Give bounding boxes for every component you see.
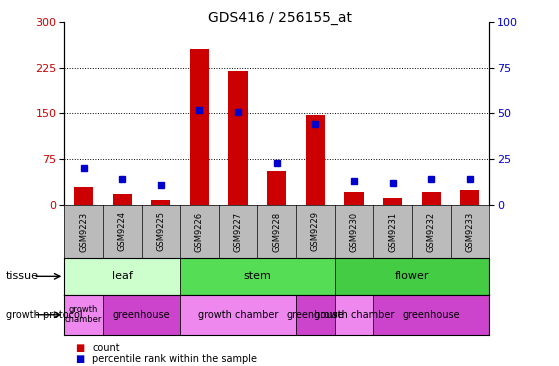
Text: GSM9224: GSM9224: [118, 212, 127, 251]
Bar: [180, 258, 335, 295]
Text: ■: ■: [75, 343, 85, 354]
Text: GSM9231: GSM9231: [388, 212, 397, 251]
Text: flower: flower: [395, 271, 429, 281]
Bar: [74, 187, 93, 205]
Text: growth
chamber: growth chamber: [65, 305, 102, 325]
Bar: [335, 295, 373, 335]
Text: tissue: tissue: [6, 271, 39, 281]
Text: count: count: [92, 343, 120, 354]
Text: greenhouse: greenhouse: [287, 310, 344, 320]
Text: stem: stem: [244, 271, 271, 281]
Text: GSM9227: GSM9227: [234, 212, 243, 251]
Text: percentile rank within the sample: percentile rank within the sample: [92, 354, 257, 364]
Text: ■: ■: [75, 354, 85, 364]
Text: GSM9230: GSM9230: [349, 212, 358, 251]
Text: GDS416 / 256155_at: GDS416 / 256155_at: [207, 11, 352, 25]
Text: leaf: leaf: [112, 271, 132, 281]
Text: growth chamber: growth chamber: [314, 310, 394, 320]
Bar: [460, 190, 480, 205]
Bar: [335, 258, 489, 295]
Text: GSM9228: GSM9228: [272, 212, 281, 251]
Text: greenhouse: greenhouse: [402, 310, 460, 320]
Text: growth chamber: growth chamber: [198, 310, 278, 320]
Bar: [344, 191, 363, 205]
Bar: [421, 191, 441, 205]
Bar: [267, 171, 286, 205]
Bar: [190, 49, 209, 205]
Bar: [296, 295, 335, 335]
Bar: [306, 115, 325, 205]
Text: GSM9226: GSM9226: [195, 212, 204, 251]
Bar: [103, 295, 180, 335]
Bar: [112, 194, 132, 205]
Text: GSM9229: GSM9229: [311, 212, 320, 251]
Bar: [180, 295, 296, 335]
Bar: [64, 258, 180, 295]
Bar: [373, 295, 489, 335]
Text: GSM9225: GSM9225: [157, 212, 165, 251]
Bar: [64, 295, 103, 335]
Text: GSM9223: GSM9223: [79, 212, 88, 251]
Bar: [229, 71, 248, 205]
Text: GSM9232: GSM9232: [427, 212, 435, 251]
Text: GSM9233: GSM9233: [465, 212, 475, 251]
Text: growth protocol: growth protocol: [6, 310, 82, 320]
Bar: [383, 198, 402, 205]
Bar: [151, 200, 170, 205]
Text: greenhouse: greenhouse: [113, 310, 170, 320]
